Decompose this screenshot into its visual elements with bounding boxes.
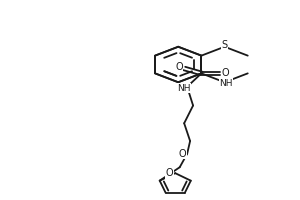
Text: NH: NH (219, 79, 233, 88)
Text: NH: NH (177, 84, 191, 93)
Text: O: O (166, 168, 173, 178)
Text: O: O (221, 68, 229, 78)
Text: O: O (175, 62, 183, 72)
Text: O: O (179, 149, 187, 159)
Text: S: S (221, 40, 228, 50)
